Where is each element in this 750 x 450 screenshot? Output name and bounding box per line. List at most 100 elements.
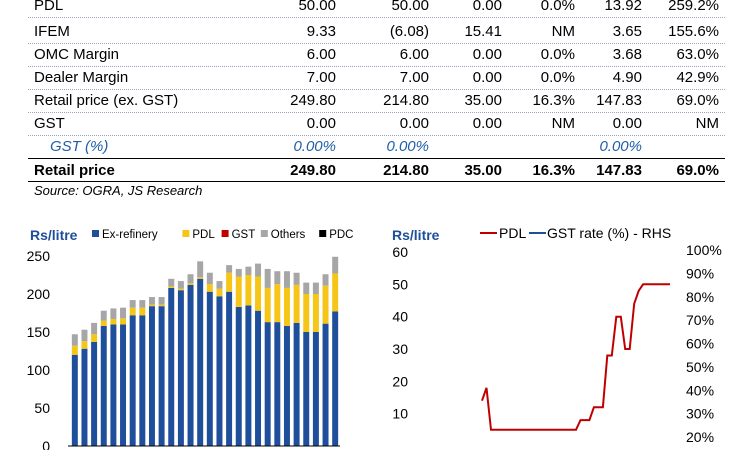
bar-segment	[168, 287, 175, 446]
bar-segment	[235, 268, 242, 277]
right-chart-y2tick-label: 80%	[686, 289, 714, 305]
right-chart-ylabel: Rs/litre	[392, 227, 440, 243]
pdl-line	[481, 283, 670, 431]
right-chart-y2tick-label: 50%	[686, 359, 714, 375]
bar-segment	[197, 277, 204, 279]
table-cell: 7.00	[306, 69, 336, 86]
bar-segment	[120, 324, 127, 446]
table-cell: 249.80	[290, 162, 336, 179]
right-chart-y2tick-label: 40%	[686, 382, 714, 398]
bar-segment	[303, 282, 310, 294]
bar-segment	[303, 294, 310, 332]
bar-segment	[274, 284, 281, 323]
bar-segment	[158, 304, 165, 307]
bar-segment	[332, 311, 339, 446]
table-cell: 42.9%	[676, 69, 719, 86]
bar-segment	[255, 310, 262, 446]
left-ytick-label: 250	[27, 248, 51, 264]
legend-label: Ex-refinery	[102, 229, 158, 241]
bar-segment	[293, 284, 300, 323]
legend-label: PDL	[192, 229, 215, 241]
bar-segment	[177, 281, 184, 289]
bar-segment	[332, 256, 339, 274]
row-label: OMC Margin	[34, 46, 120, 63]
table-cell: 0.0%	[540, 69, 575, 86]
table-cell: 147.83	[596, 92, 642, 109]
table-row: IFEM 9.33 (6.08) 15.41 NM 3.65 155.6%	[28, 20, 725, 44]
bar-segment	[322, 285, 329, 324]
table-cell: 0.00	[472, 46, 502, 63]
table-cell: 214.80	[383, 162, 429, 179]
table-cell: 69.0%	[676, 92, 719, 109]
table-row: PDL 50.00 50.00 0.00 0.0% 13.92 259.2%	[28, 0, 725, 18]
bar-segment	[206, 291, 213, 446]
table-cell: 0.00%	[386, 138, 429, 155]
legend-label: GST	[232, 229, 256, 241]
right-chart-y2tick-label: 90%	[686, 265, 714, 281]
right-chart-y2tick-label: 30%	[686, 406, 714, 422]
table-cell: 7.00	[399, 69, 429, 86]
right-chart-ytick-label: 50	[392, 276, 408, 292]
bar-segment	[312, 332, 319, 446]
bar-segment	[274, 322, 281, 446]
bar-segment	[264, 322, 271, 446]
bar-segment	[71, 345, 78, 355]
bar-segment	[197, 278, 204, 446]
right-chart-y2tick-label: 60%	[686, 336, 714, 352]
table-row: OMC Margin 6.00 6.00 0.00 0.0% 3.68 63.0%	[28, 43, 725, 67]
table-row: Retail price 249.80 214.80 35.00 16.3% 147.83…	[28, 158, 725, 182]
row-label: GST (%)	[50, 138, 109, 155]
table-cell: 0.00	[472, 69, 502, 86]
bar-segment	[139, 300, 146, 308]
bar-segment	[226, 291, 233, 446]
bar-segment	[129, 300, 136, 308]
bar-segment	[187, 274, 194, 284]
table-cell: 0.00	[472, 115, 502, 132]
bar-segment	[312, 294, 319, 332]
table-cell: 63.0%	[676, 46, 719, 63]
table-cell: 16.3%	[532, 162, 575, 179]
table-cell: 4.90	[612, 69, 642, 86]
table-cell: 249.80	[290, 92, 336, 109]
bar-segment	[274, 271, 281, 285]
bar-segment	[168, 286, 175, 288]
bar-segment	[120, 318, 127, 325]
bar-segment	[177, 288, 184, 291]
table-cell: 50.00	[298, 0, 336, 14]
bar-segment	[129, 307, 136, 316]
table-cell: NM	[695, 115, 719, 132]
bar-segment	[71, 354, 78, 446]
table-cell: 0.00	[472, 0, 502, 14]
bar-segment	[216, 296, 223, 446]
bar-segment	[110, 324, 117, 446]
bar-segment	[264, 268, 271, 288]
bar-segment	[81, 348, 88, 446]
bar-segment	[206, 272, 213, 285]
bar-segment	[293, 272, 300, 285]
row-label: Retail price	[34, 162, 115, 179]
legend-swatch	[182, 230, 190, 237]
right-chart-y2tick-label: 20%	[686, 429, 714, 445]
bar-segment	[120, 307, 127, 319]
bar-segment	[71, 334, 78, 346]
left-ytick-label: 100	[27, 362, 51, 378]
right-chart-ytick-label: 20	[392, 373, 408, 389]
table-cell: 3.68	[612, 46, 642, 63]
bar-segment	[168, 278, 175, 287]
right-chart-ytick-label: 60	[392, 244, 408, 260]
bar-segment	[158, 297, 165, 305]
left-chart-ylabel: Rs/litre	[30, 227, 78, 243]
table-cell: NM	[551, 23, 575, 40]
table-cell: 0.00%	[293, 138, 336, 155]
bar-segment	[322, 323, 329, 446]
bar-segment	[226, 272, 233, 292]
bar-segment	[235, 276, 242, 307]
bar-segment	[81, 329, 88, 342]
row-label: GST	[34, 115, 65, 132]
legend-label: PDL	[499, 225, 526, 241]
bar-segment	[235, 306, 242, 446]
bar-segment	[283, 271, 290, 288]
bar-segment	[206, 284, 213, 292]
table-cell: 35.00	[464, 162, 502, 179]
